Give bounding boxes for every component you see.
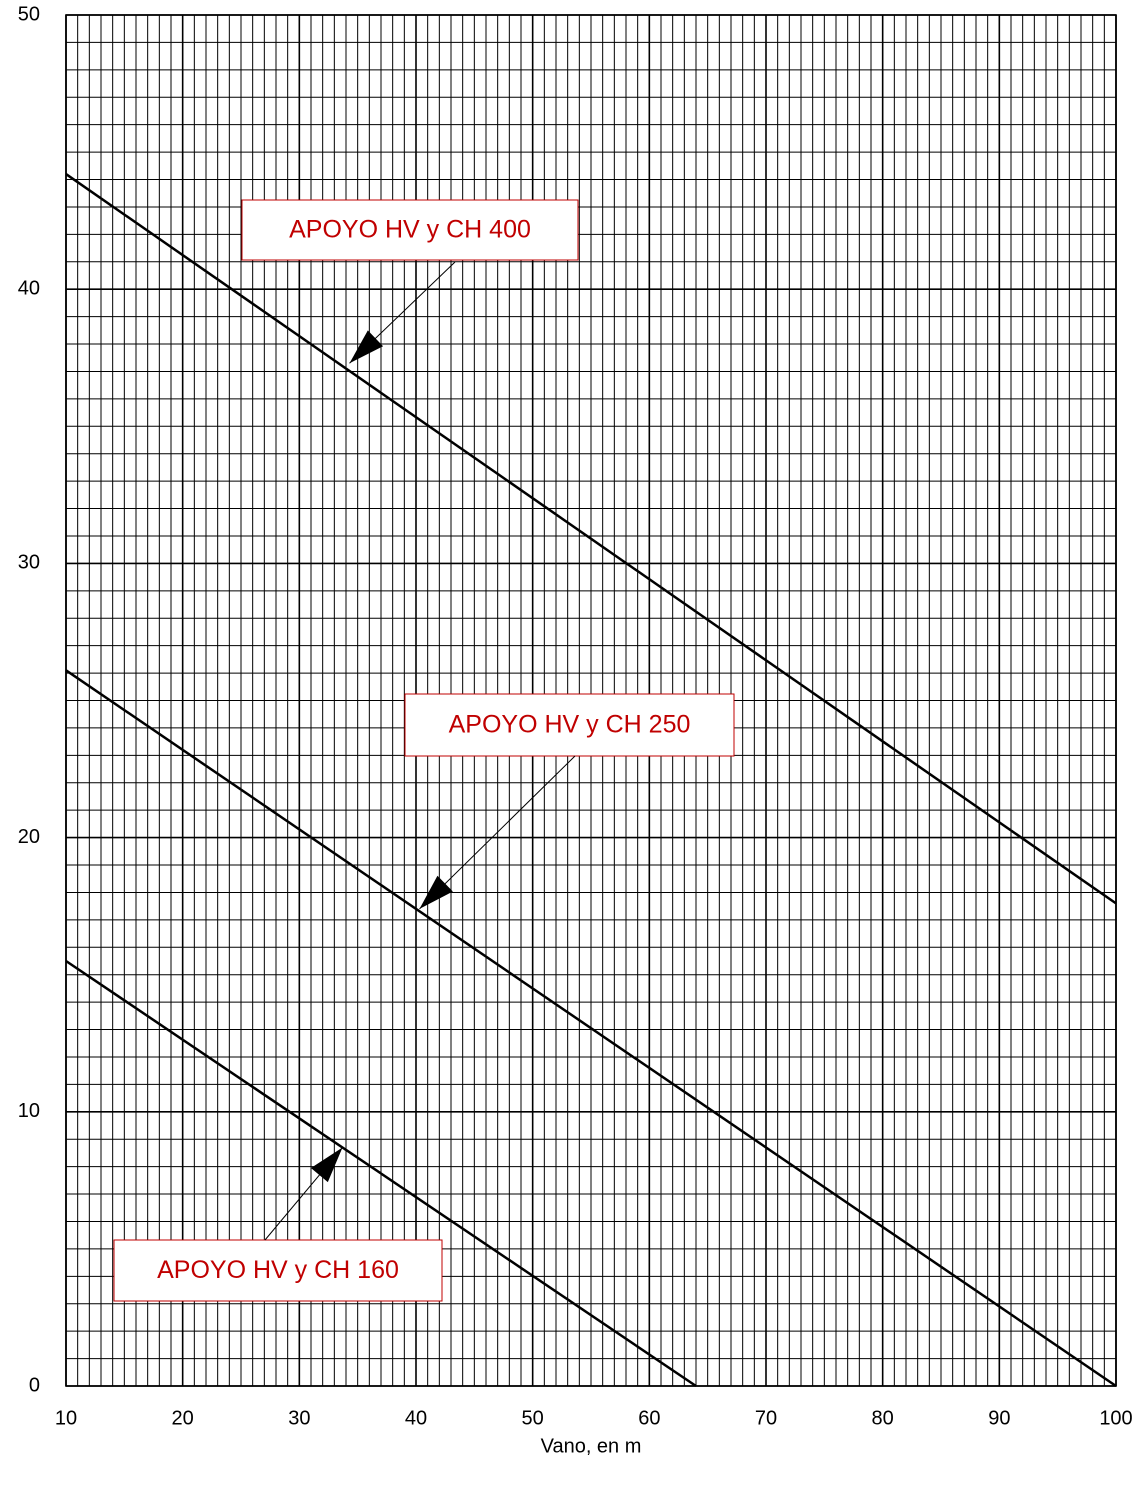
x-tick-label: 60 xyxy=(638,1407,660,1429)
arrow-head xyxy=(349,330,384,364)
annotation-arrow xyxy=(419,755,576,910)
x-axis-label: Vano, en m xyxy=(541,1435,642,1457)
annotation-text: APOYO HV y CH 250 xyxy=(449,711,691,739)
x-tick-label: 20 xyxy=(172,1407,194,1429)
arrow-head xyxy=(310,1147,343,1183)
series-line xyxy=(65,669,1117,1388)
annotation-box xyxy=(113,1239,443,1302)
y-tick-label: 10 xyxy=(18,1100,40,1122)
y-tick-label: 0 xyxy=(29,1374,40,1396)
x-tick-label: 100 xyxy=(1099,1407,1132,1429)
plot-frame xyxy=(65,14,1117,1387)
y-tick-label: 30 xyxy=(18,552,40,574)
annotation-text: APOYO HV y CH 160 xyxy=(157,1256,399,1284)
x-tick-label: 90 xyxy=(988,1407,1010,1429)
annotation-text: APOYO HV y CH 400 xyxy=(289,216,531,244)
y-tick-label: 40 xyxy=(18,277,40,299)
x-tick-label: 70 xyxy=(755,1407,777,1429)
y-tick-label: 20 xyxy=(18,826,40,848)
series-line xyxy=(65,173,1117,905)
y-tick-label: 50 xyxy=(18,3,40,25)
arrow-head xyxy=(419,875,453,909)
x-tick-label: 30 xyxy=(288,1407,310,1429)
x-tick-label: 50 xyxy=(522,1407,544,1429)
annotation-box xyxy=(404,693,735,757)
x-tick-label: 80 xyxy=(872,1407,894,1429)
x-tick-label: 40 xyxy=(405,1407,427,1429)
series-line xyxy=(65,959,697,1388)
annotation-box xyxy=(241,199,579,261)
x-tick-label: 10 xyxy=(55,1407,77,1429)
